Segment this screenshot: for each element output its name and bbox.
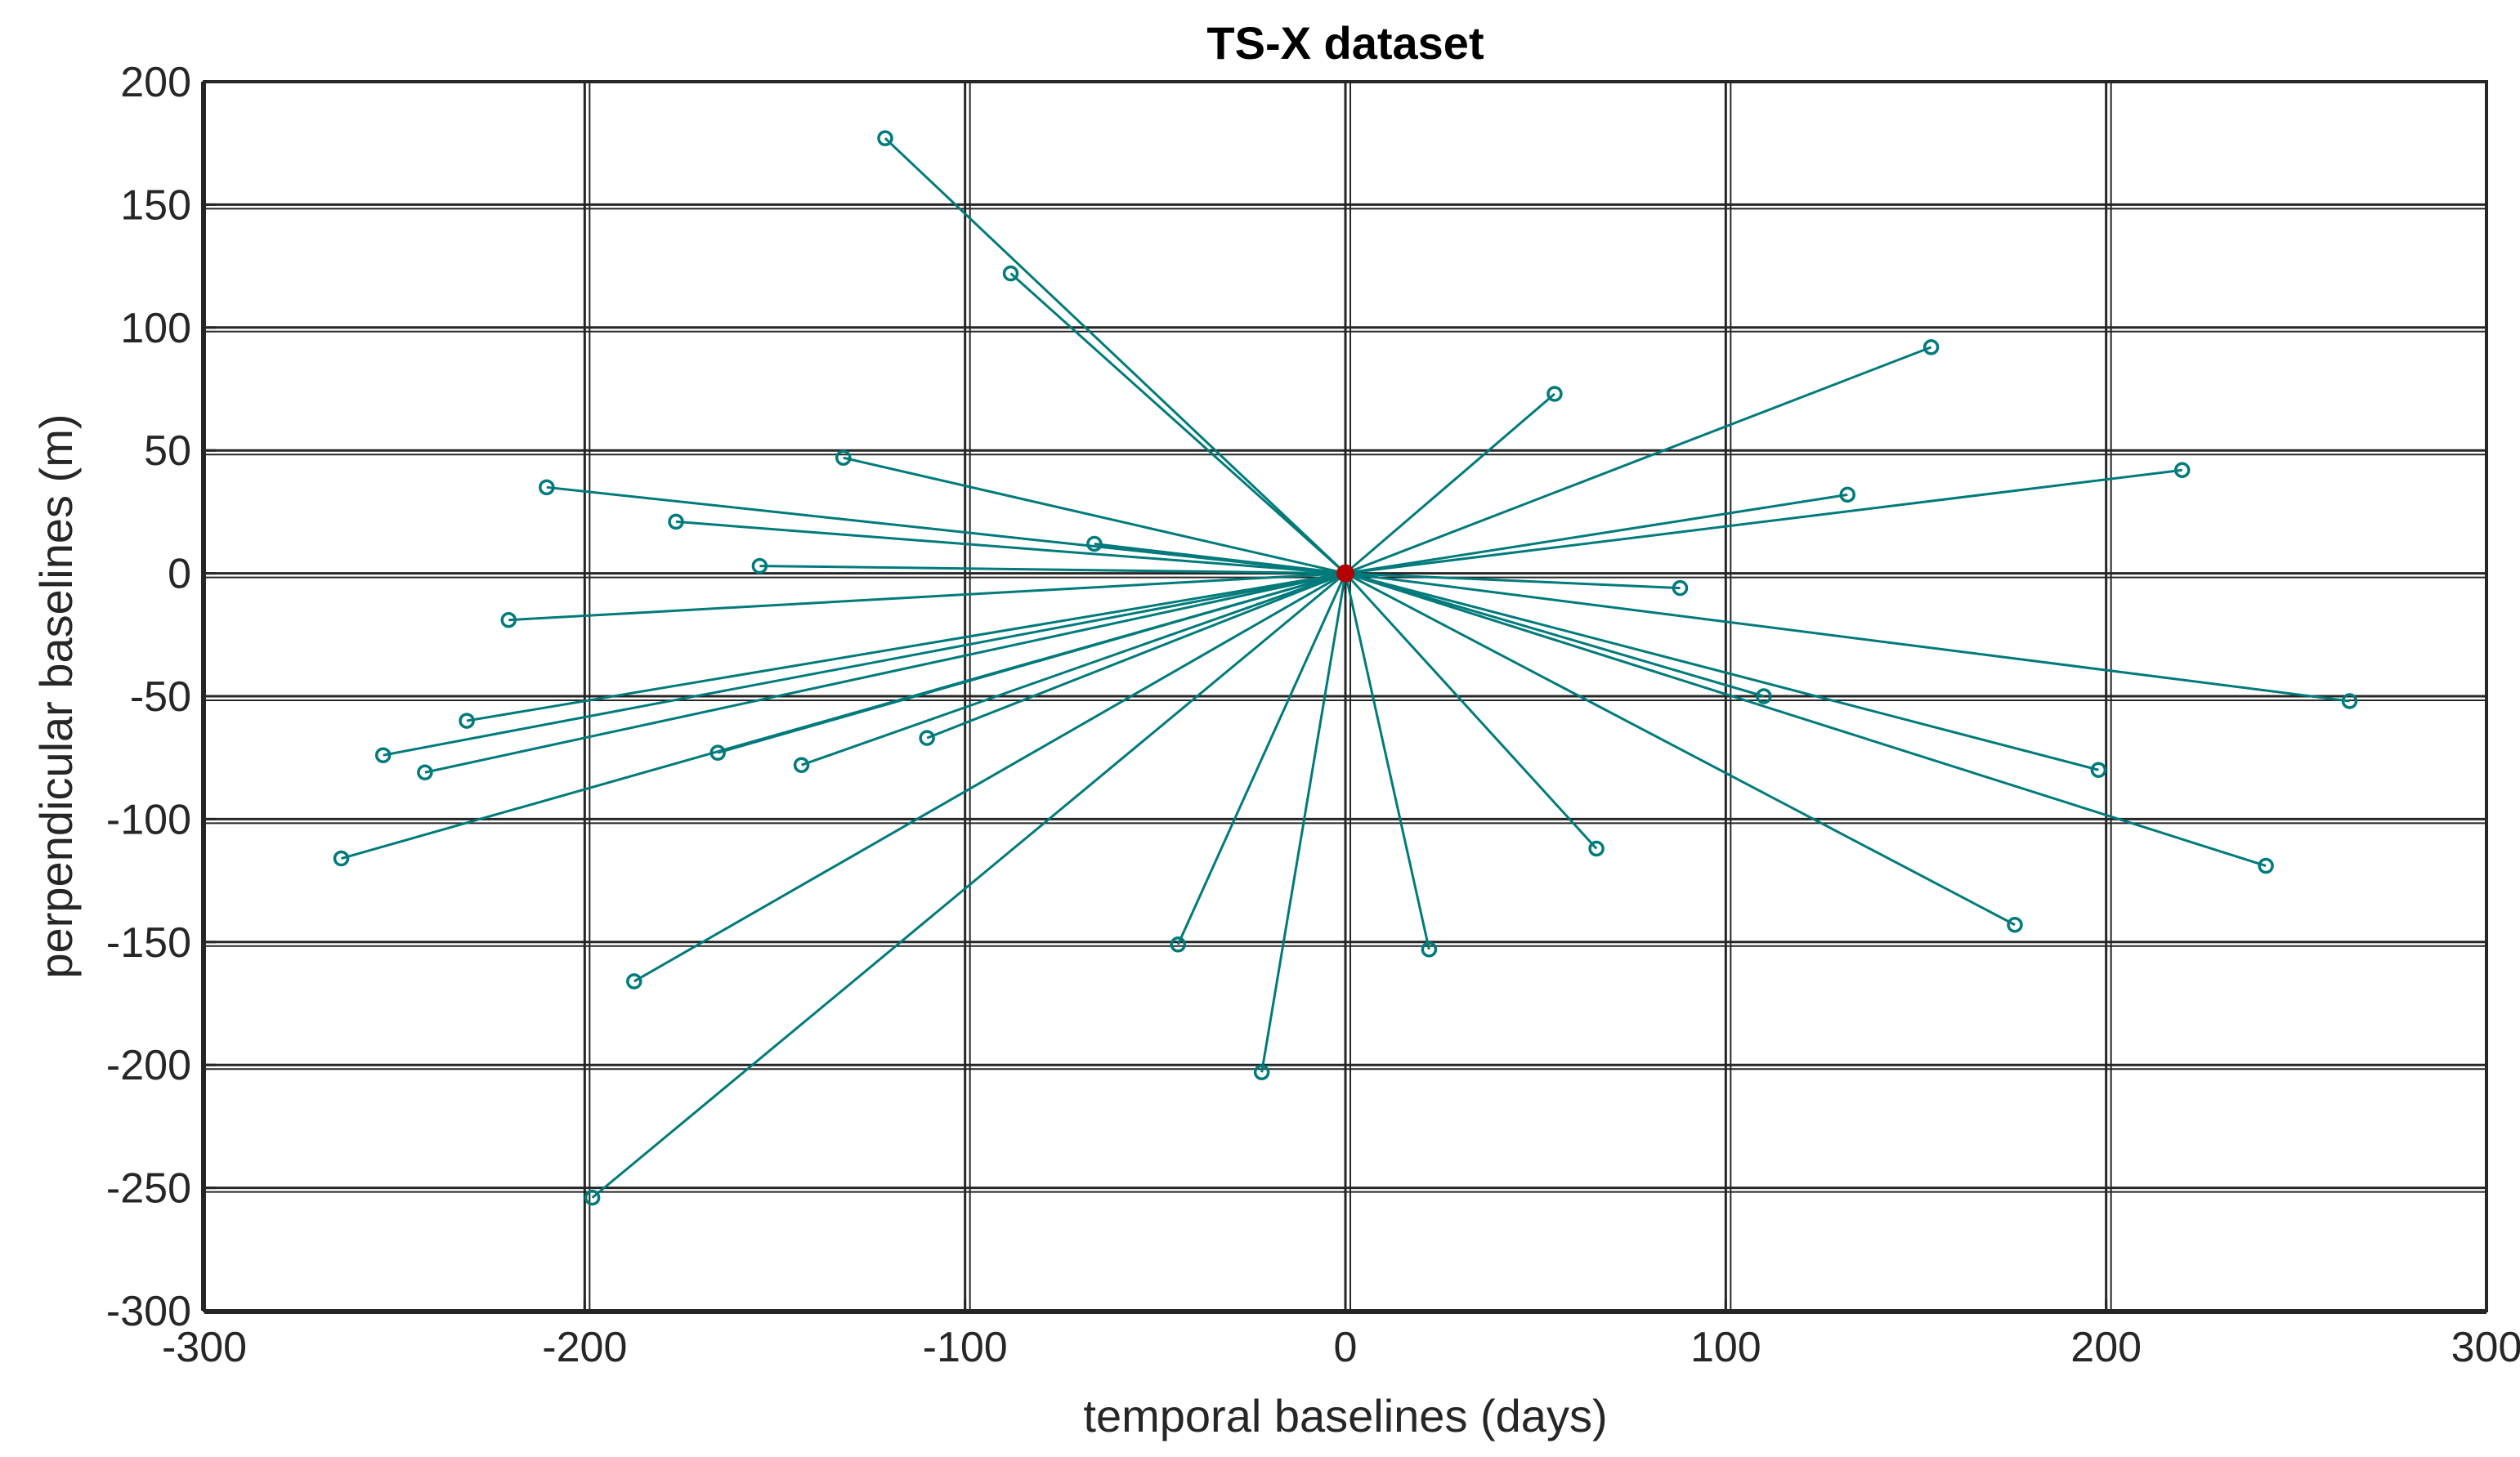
baseline-line xyxy=(424,572,1346,774)
baseline-line xyxy=(1176,572,1347,945)
acquisition-point xyxy=(877,130,893,146)
baseline-line xyxy=(1344,572,1598,850)
tick-labels: -300 -200 -100 0 100 200 300 200 150 100 50 0 -50 -10… xyxy=(106,59,2520,1371)
baseline-line xyxy=(1345,468,2182,575)
y-tick-label: -300 xyxy=(106,1288,191,1335)
acquisition-point xyxy=(1546,386,1563,402)
acquisition-point xyxy=(2341,693,2358,709)
acquisition-point xyxy=(1922,339,1940,355)
acquisition-point xyxy=(1588,840,1605,857)
baseline-lines xyxy=(341,137,2350,1199)
acquisition-point xyxy=(417,764,433,780)
acquisition-point xyxy=(1756,688,1772,704)
x-tick-label: -200 xyxy=(542,1324,627,1371)
acquisition-point xyxy=(751,557,768,574)
baseline-line xyxy=(1345,572,2099,771)
acquisition-point xyxy=(668,513,684,530)
acquisition-point xyxy=(709,744,726,761)
y-tick-label: -200 xyxy=(106,1042,191,1089)
acquisition-point xyxy=(374,747,392,763)
x-tick-label: -100 xyxy=(923,1324,1008,1371)
baseline-line xyxy=(1345,572,1681,590)
acquisition-point xyxy=(1421,941,1438,958)
baseline-line xyxy=(1345,346,1932,574)
baseline-line xyxy=(926,572,1346,740)
baseline-line xyxy=(383,572,1346,757)
y-tick-label: -100 xyxy=(106,796,191,843)
baseline-line xyxy=(1345,493,1848,575)
x-tick-label: 0 xyxy=(1334,1324,1358,1371)
acquisition-point xyxy=(835,449,852,466)
y-tick-label: 0 xyxy=(168,551,191,598)
acquisition-point xyxy=(459,713,475,729)
baseline-line xyxy=(884,137,1347,574)
chart-title: TS-X dataset xyxy=(1206,17,1484,69)
acquisition-point xyxy=(1002,265,1019,282)
baseline-line xyxy=(1345,392,1555,574)
y-tick-label: 150 xyxy=(120,181,191,229)
y-tick-label: 100 xyxy=(120,305,191,352)
baseline-line xyxy=(1260,573,1347,1073)
acquisition-markers xyxy=(333,130,2358,1206)
baseline-line xyxy=(675,520,1346,575)
baseline-line xyxy=(759,565,1346,575)
acquisition-point xyxy=(500,612,517,628)
acquisition-point xyxy=(1086,535,1103,552)
baseline-line xyxy=(546,485,1346,575)
x-tick-label: 100 xyxy=(1690,1324,1761,1371)
acquisition-point xyxy=(2007,916,2023,933)
baseline-line xyxy=(1094,543,1346,575)
baseline-line xyxy=(341,572,1346,860)
baseline-line xyxy=(633,572,1346,983)
baseline-line xyxy=(801,572,1346,766)
acquisition-point xyxy=(1672,579,1689,597)
baseline-line xyxy=(1009,272,1347,574)
x-axis-label: temporal baselines (days) xyxy=(1083,1390,1607,1441)
acquisition-point xyxy=(919,730,935,746)
acquisition-point xyxy=(793,757,810,773)
acquisition-point xyxy=(626,973,642,990)
acquisition-point xyxy=(1253,1064,1270,1080)
y-tick-label: 200 xyxy=(120,59,191,106)
baseline-line xyxy=(508,572,1346,622)
reference-point xyxy=(1336,564,1354,583)
y-tick-label: -50 xyxy=(130,673,191,721)
grid xyxy=(204,82,2486,1311)
baseline-line xyxy=(1345,572,2267,867)
acquisition-point xyxy=(584,1189,601,1206)
baseline-line xyxy=(1344,573,1430,950)
baseline-line xyxy=(591,572,1346,1199)
y-tick-label: 50 xyxy=(144,427,191,475)
acquisition-point xyxy=(539,479,555,496)
x-tick-label: 200 xyxy=(2070,1324,2142,1371)
acquisition-point xyxy=(1170,936,1187,953)
baseline-line xyxy=(843,456,1346,575)
x-tick-label: 300 xyxy=(2451,1324,2520,1371)
acquisition-point xyxy=(2258,857,2274,874)
acquisition-point xyxy=(1839,486,1855,503)
y-tick-label: -250 xyxy=(106,1165,191,1213)
baseline-line xyxy=(1345,572,2350,703)
acquisition-point xyxy=(333,850,350,867)
baseline-line xyxy=(466,572,1346,722)
y-axis-label: perpendicular baselines (m) xyxy=(30,413,82,978)
y-tick-label: -150 xyxy=(106,919,191,967)
acquisition-point xyxy=(2173,462,2191,479)
baseline-line xyxy=(1345,572,2016,927)
acquisition-point xyxy=(2090,762,2107,778)
axes xyxy=(201,80,2488,1314)
baseline-line xyxy=(1345,572,1765,698)
x-tick-label: -300 xyxy=(162,1324,247,1371)
